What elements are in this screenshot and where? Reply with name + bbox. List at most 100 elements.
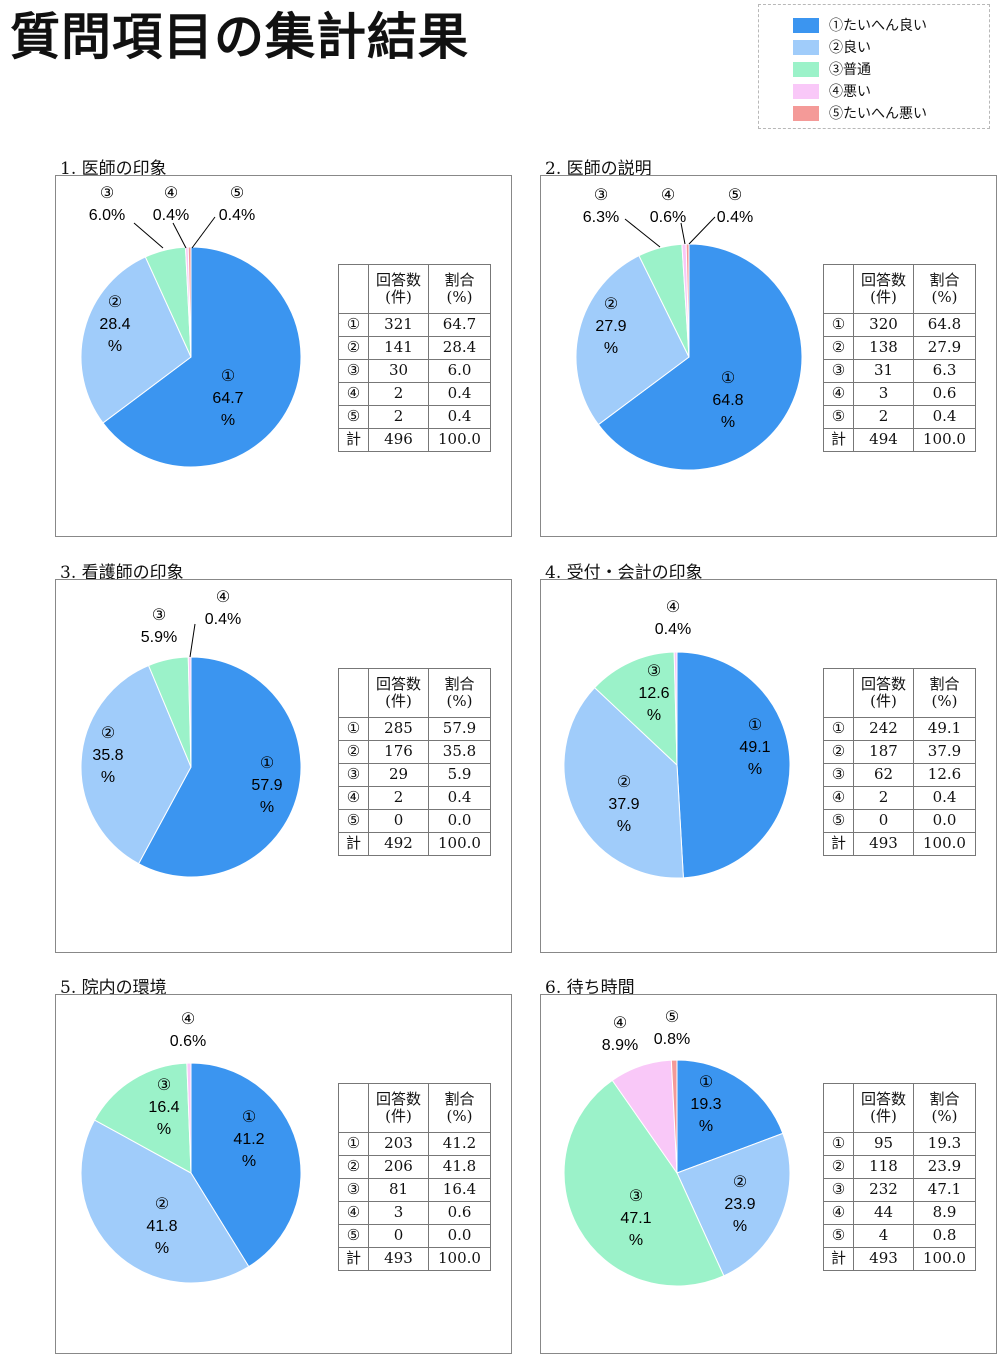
table-row: ③ 62 12.6 [823,763,976,787]
slice-label: ② 28.4% [99,294,130,355]
row-mark: ④ [823,382,854,406]
slice-value: 49.1 [739,739,770,756]
row-mark: ② [823,336,854,360]
row-count: 2 [853,405,914,429]
row-count: 2 [853,786,914,810]
slice-label: ③ 5.9% [141,607,177,646]
slice-mark: ② [155,1196,169,1213]
total-row: 計 493 100.0 [338,1247,491,1271]
pie-slice [563,1079,725,1287]
row-count: 95 [853,1132,914,1156]
slice-mark: ② [733,1174,747,1191]
pie-slice [676,651,791,879]
row-count: 242 [853,717,914,741]
slice-value: % [155,1240,169,1257]
slice-label: ⑤ 0.4% [717,187,753,226]
slice-mark: ② [604,296,618,313]
chart-panel: ① 57.9% ② 35.8% ③ 5.9% ④ 0.4% 回答数 (件) 割合 (%) ① 285 57.… [55,579,512,953]
slice-value: % [733,1218,747,1235]
row-mark: ① [823,313,854,337]
slice-value: 37.9 [608,796,639,813]
slice-value: 28.4 [99,316,130,333]
header-count: 回答数 (件) [853,1083,914,1133]
slice-mark: ③ [629,1188,643,1205]
row-count: 187 [853,740,914,764]
table-header-row: 回答数 (件) 割合 (%) [338,668,491,718]
slice-value: 41.8 [146,1218,177,1235]
header-blank [823,1083,854,1133]
row-count: 206 [368,1155,429,1179]
table-row: ① 95 19.3 [823,1132,976,1156]
slice-value: % [699,1118,713,1135]
chart-title: 2. 医師の説明 [545,159,652,179]
slice-value: % [604,340,618,357]
row-pct: 41.2 [428,1132,491,1156]
slice-value: 16.4 [148,1099,179,1116]
row-count: 0 [853,809,914,833]
row-pct: 0.0 [428,1224,491,1248]
row-pct: 0.6 [913,382,976,406]
row-mark: ⑤ [823,405,854,429]
row-mark: ④ [338,382,369,406]
legend-label: ②良い [829,40,871,56]
pie-slice [676,1132,791,1277]
row-count: 29 [368,763,429,787]
row-pct: 47.1 [913,1178,976,1202]
pie-slice [190,1062,302,1268]
pie-chart: ① 41.2 % ② 41.8 % ③ 16.4 % ④ 0.6% [80,1011,302,1284]
table-header-row: 回答数 (件) 割合 (%) [823,668,976,718]
header-ratio: 割合 (%) [913,264,976,314]
pie-chart: ① 49.1 % ② 37.9 % ③ 12.6 % ④ 0.4% [563,599,791,879]
row-pct: 41.8 [428,1155,491,1179]
slice-mark: ① [242,1109,256,1126]
row-pct: 35.8 [428,740,491,764]
slice-value: 0.4% [153,207,189,224]
slice-mark: ⑤ [665,1009,679,1026]
total-row: 計 493 100.0 [823,1247,976,1271]
slice-mark: ③ [594,187,608,204]
slice-label: ④ 0.6% [650,187,686,226]
row-mark: ⑤ [338,1224,369,1248]
table-row: ② 187 37.9 [823,740,976,764]
table-row: ① 285 57.9 [338,717,491,741]
chart-title: 1. 医師の印象 [60,159,167,179]
pie-slice [187,246,192,358]
slice-label: ④ 8.9% [602,1015,638,1054]
header-blank [823,264,854,314]
row-mark: ⑤ [338,405,369,429]
stats-table: 回答数 (件) 割合 (%) ① 285 57.9 ② 176 35.8 ③ 29 5.9 ④ 2 0.4 ⑤ 0… [338,668,491,856]
row-pct: 0.8 [913,1224,976,1248]
row-count: 320 [853,313,914,337]
total-row: 計 493 100.0 [823,832,976,856]
page-title: 質問項目の集計結果 [10,8,469,66]
table-row: ⑤ 2 0.4 [823,405,976,429]
slice-label: ④ 0.4% [655,599,691,638]
slice-label: ① 64.8% [712,370,743,431]
slice-mark: ③ [647,663,661,680]
row-mark: 計 [823,1247,854,1271]
total-row: 計 494 100.0 [823,428,976,452]
legend: ①たいへん良い ②良い ③普通 ④悪い ⑤たいへん悪い [758,4,990,129]
legend-swatch [793,39,819,55]
row-mark: ④ [823,786,854,810]
table-row: ③ 81 16.4 [338,1178,491,1202]
row-mark: 計 [338,428,369,452]
slice-label: ② 41.8% [146,1196,177,1257]
pie-slice [670,1059,678,1174]
slice-value: 23.9 [724,1196,755,1213]
legend-swatch [793,83,819,99]
row-count: 203 [368,1132,429,1156]
table-header-row: 回答数 (件) 割合 (%) [823,264,976,314]
row-count: 493 [853,832,914,856]
slice-mark: ④ [613,1015,627,1032]
legend-swatch [793,17,819,33]
slice-label: ⑤ 0.8% [654,1009,690,1048]
row-count: 3 [368,1201,429,1225]
row-pct: 0.4 [428,405,491,429]
table-row: ④ 44 8.9 [823,1201,976,1225]
legend-item: ⑤たいへん悪い [793,103,927,123]
row-pct: 0.4 [913,405,976,429]
legend-swatch [793,105,819,121]
leader-line [189,623,196,658]
table-row: ① 320 64.8 [823,313,976,337]
